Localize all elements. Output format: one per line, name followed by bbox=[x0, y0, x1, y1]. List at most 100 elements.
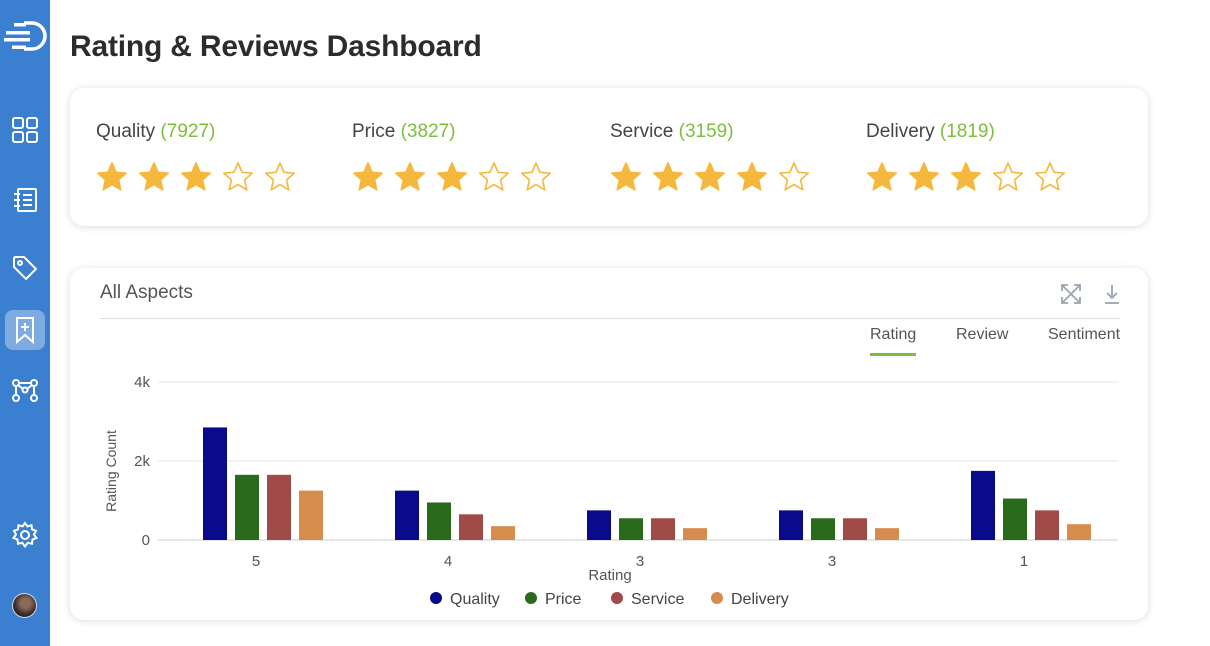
aspect-label: Delivery bbox=[866, 121, 935, 142]
avatar[interactable] bbox=[12, 593, 37, 618]
sidebar bbox=[0, 0, 50, 646]
star-filled-icon bbox=[139, 162, 169, 191]
y-tick-label: 4k bbox=[134, 374, 150, 391]
sidebar-item-catalog[interactable] bbox=[5, 180, 45, 220]
star-empty-icon bbox=[479, 162, 509, 191]
sidebar-item-network[interactable] bbox=[5, 370, 45, 410]
star-filled-icon bbox=[909, 162, 939, 191]
chart-title: All Aspects bbox=[100, 282, 193, 303]
aspect-count: (3827) bbox=[400, 121, 456, 142]
star-filled-icon bbox=[437, 162, 467, 191]
aspect-delivery: Delivery (1819) bbox=[866, 121, 1066, 193]
legend-label: Quality bbox=[450, 591, 500, 608]
legend-marker-delivery bbox=[711, 592, 723, 604]
gear-icon bbox=[11, 521, 39, 549]
bar-price bbox=[235, 474, 259, 540]
legend-label: Price bbox=[545, 591, 582, 608]
star-filled-icon bbox=[653, 162, 683, 191]
star-filled-icon bbox=[695, 162, 725, 191]
sidebar-item-tags[interactable] bbox=[5, 248, 45, 288]
y-axis-label: Rating Count bbox=[103, 430, 119, 512]
star-filled-icon bbox=[353, 162, 383, 191]
aspect-quality: Quality (7927) bbox=[96, 121, 296, 193]
bar-quality bbox=[203, 427, 227, 540]
tab-sentiment[interactable]: Sentiment bbox=[1048, 326, 1121, 343]
bar-chart: 0 2k 4k Rating Count 5 4 3 3 1 Rating Quality Price… bbox=[103, 374, 1118, 608]
x-tick-label: 1 bbox=[1020, 553, 1028, 570]
expand-icon[interactable] bbox=[1060, 283, 1082, 305]
star-empty-icon bbox=[1035, 162, 1065, 191]
star-empty-icon bbox=[265, 162, 295, 191]
x-tick-label: 3 bbox=[636, 553, 644, 570]
sidebar-item-settings[interactable] bbox=[5, 515, 45, 555]
bar-service bbox=[1035, 510, 1059, 540]
x-tick-label: 5 bbox=[252, 553, 260, 570]
bar-delivery bbox=[491, 526, 515, 540]
aspect-summary-card: Quality (7927) Price (3827) Service (315… bbox=[70, 88, 1148, 226]
dashboard-grid-icon bbox=[12, 117, 38, 143]
x-tick-label: 3 bbox=[828, 553, 836, 570]
aspect-label: Service bbox=[610, 121, 674, 142]
aspect-label: Price bbox=[352, 121, 396, 142]
star-empty-icon bbox=[779, 162, 809, 191]
bar-service bbox=[843, 518, 867, 540]
star-filled-icon bbox=[395, 162, 425, 191]
page-title: Rating & Reviews Dashboard bbox=[70, 30, 482, 63]
star-rating bbox=[352, 161, 552, 193]
legend-marker-price bbox=[525, 592, 537, 604]
bar-delivery bbox=[875, 528, 899, 540]
star-filled-icon bbox=[181, 162, 211, 191]
bar-service bbox=[459, 514, 483, 540]
star-filled-icon bbox=[867, 162, 897, 191]
bar-service bbox=[651, 518, 675, 540]
star-filled-icon bbox=[951, 162, 981, 191]
y-tick-label: 0 bbox=[142, 532, 150, 549]
catalog-icon bbox=[14, 188, 37, 212]
bar-delivery bbox=[299, 490, 323, 540]
star-filled-icon bbox=[97, 162, 127, 191]
star-filled-icon bbox=[611, 162, 641, 191]
aspect-label: Quality bbox=[96, 121, 156, 142]
aspect-count: (7927) bbox=[160, 121, 216, 142]
star-empty-icon bbox=[993, 162, 1023, 191]
star-empty-icon bbox=[521, 162, 551, 191]
legend-marker-service bbox=[611, 592, 623, 604]
all-aspects-chart-card: All Aspects Rating Review Sentiment 0 2k 4… bbox=[70, 268, 1148, 620]
sidebar-item-bookmarks[interactable] bbox=[5, 310, 45, 350]
aspect-service: Service (3159) bbox=[610, 121, 810, 193]
tag-icon bbox=[13, 256, 38, 281]
bar-quality bbox=[971, 470, 995, 540]
bar-quality bbox=[779, 510, 803, 540]
legend-label: Service bbox=[631, 591, 684, 608]
star-empty-icon bbox=[223, 162, 253, 191]
aspect-count: (1819) bbox=[939, 121, 995, 142]
bookmark-plus-icon bbox=[16, 317, 34, 344]
aspect-count: (3159) bbox=[678, 121, 734, 142]
star-rating bbox=[610, 161, 810, 193]
download-icon[interactable] bbox=[1101, 283, 1123, 305]
x-tick-label: 4 bbox=[444, 553, 452, 570]
bar-price bbox=[619, 518, 643, 540]
bar-price bbox=[811, 518, 835, 540]
star-rating bbox=[866, 161, 1066, 193]
app-logo-icon[interactable] bbox=[2, 14, 48, 58]
bar-quality bbox=[587, 510, 611, 540]
bar-service bbox=[267, 474, 291, 540]
tab-rating[interactable]: Rating bbox=[870, 326, 917, 356]
tab-review[interactable]: Review bbox=[956, 326, 1009, 343]
bar-quality bbox=[395, 490, 419, 540]
bar-delivery bbox=[1067, 524, 1091, 540]
legend-marker-quality bbox=[430, 592, 442, 604]
bar-price bbox=[427, 502, 451, 540]
legend-label: Delivery bbox=[731, 591, 789, 608]
aspect-price: Price (3827) bbox=[352, 121, 552, 193]
x-axis-label: Rating bbox=[588, 567, 631, 584]
bar-price bbox=[1003, 498, 1027, 540]
y-tick-label: 2k bbox=[134, 453, 150, 470]
sidebar-item-dashboard[interactable] bbox=[5, 110, 45, 150]
star-rating bbox=[96, 161, 296, 193]
network-icon bbox=[12, 379, 38, 402]
star-filled-icon bbox=[737, 162, 767, 191]
bar-delivery bbox=[683, 528, 707, 540]
divider bbox=[100, 318, 1120, 319]
